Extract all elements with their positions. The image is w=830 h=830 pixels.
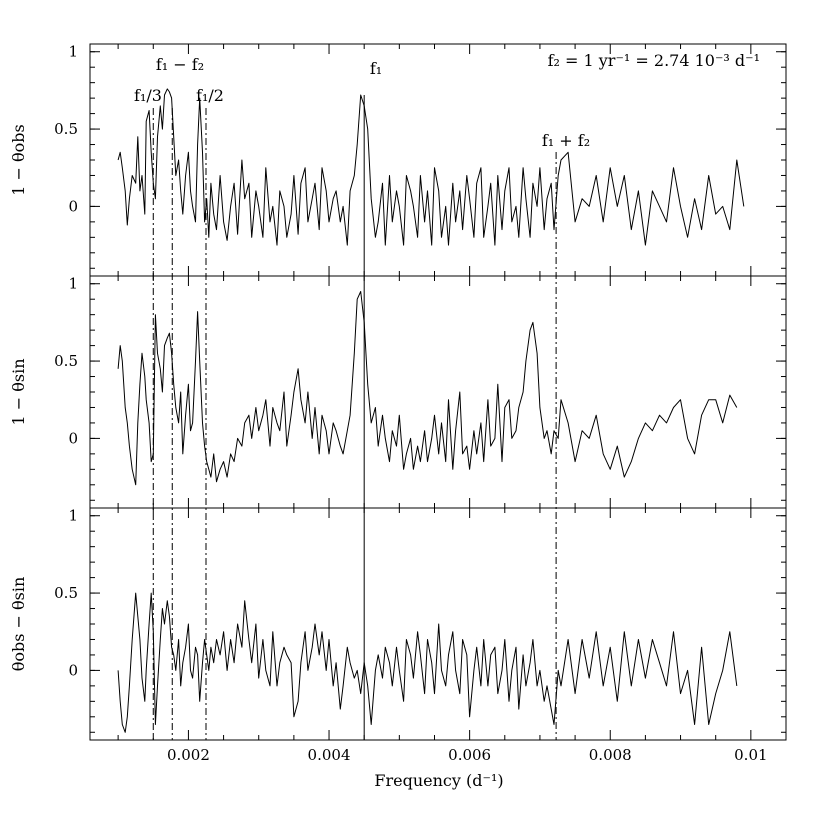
y-tick-label: 0 — [68, 197, 78, 215]
y-tick-label: 1 — [68, 43, 78, 61]
y-tick-label: 0 — [68, 661, 78, 679]
markers-layer: f₁/3 f₁ − f₂ f₁/2 f₁ f₁ + f₂ — [134, 55, 590, 740]
y-tick-label: 0.5 — [54, 120, 78, 138]
y-tick-label: 1 — [68, 507, 78, 525]
marker-label-5: f₁ + f₂ — [542, 131, 590, 150]
x-tick-label: 0.004 — [308, 746, 351, 764]
y-tick-label: 0 — [68, 429, 78, 447]
panel-1-frame — [89, 43, 787, 277]
marker-label-4: f₁ — [370, 59, 382, 78]
f2-annotation: f₂ = 1 yr⁻¹ = 2.74 10⁻³ d⁻¹ — [548, 51, 760, 70]
x-axis-label: Frequency (d⁻¹) — [374, 771, 503, 790]
panel-3-frame — [89, 507, 787, 741]
y-axis-label: θobs − θsin — [9, 577, 28, 672]
panel-3-series-line — [117, 592, 738, 733]
panels-layer: 0 0.5 1 1 − θobs 0 0.5 1 1 − θsin 0 0.5 1 θobs − θs… — [9, 43, 787, 741]
x-tick-label: 0.008 — [589, 746, 632, 764]
y-axis-label: 1 − θobs — [9, 124, 28, 195]
marker-label-2: f₁ − f₂ — [156, 55, 204, 74]
y-axis-label: 1 − θsin — [9, 358, 28, 425]
panel-1-series-line — [117, 88, 745, 246]
panel-2: 0 0.5 1 1 − θsin — [9, 275, 787, 509]
y-tick-label: 0.5 — [54, 584, 78, 602]
marker-label-1: f₁/3 — [134, 86, 162, 105]
labels-layer: Frequency (d⁻¹) f₂ = 1 yr⁻¹ = 2.74 10⁻³ … — [167, 51, 768, 790]
x-tick-label: 0.01 — [734, 746, 767, 764]
panel-3: 0 0.5 1 θobs − θsin — [9, 507, 787, 741]
marker-label-3: f₁/2 — [196, 86, 224, 105]
y-tick-label: 1 — [68, 275, 78, 293]
panel-1: 0 0.5 1 1 − θobs — [9, 43, 787, 277]
panel-2-series-line — [117, 291, 738, 486]
y-tick-label: 0.5 — [54, 352, 78, 370]
x-tick-label: 0.006 — [448, 746, 491, 764]
x-tick-label: 0.002 — [167, 746, 210, 764]
